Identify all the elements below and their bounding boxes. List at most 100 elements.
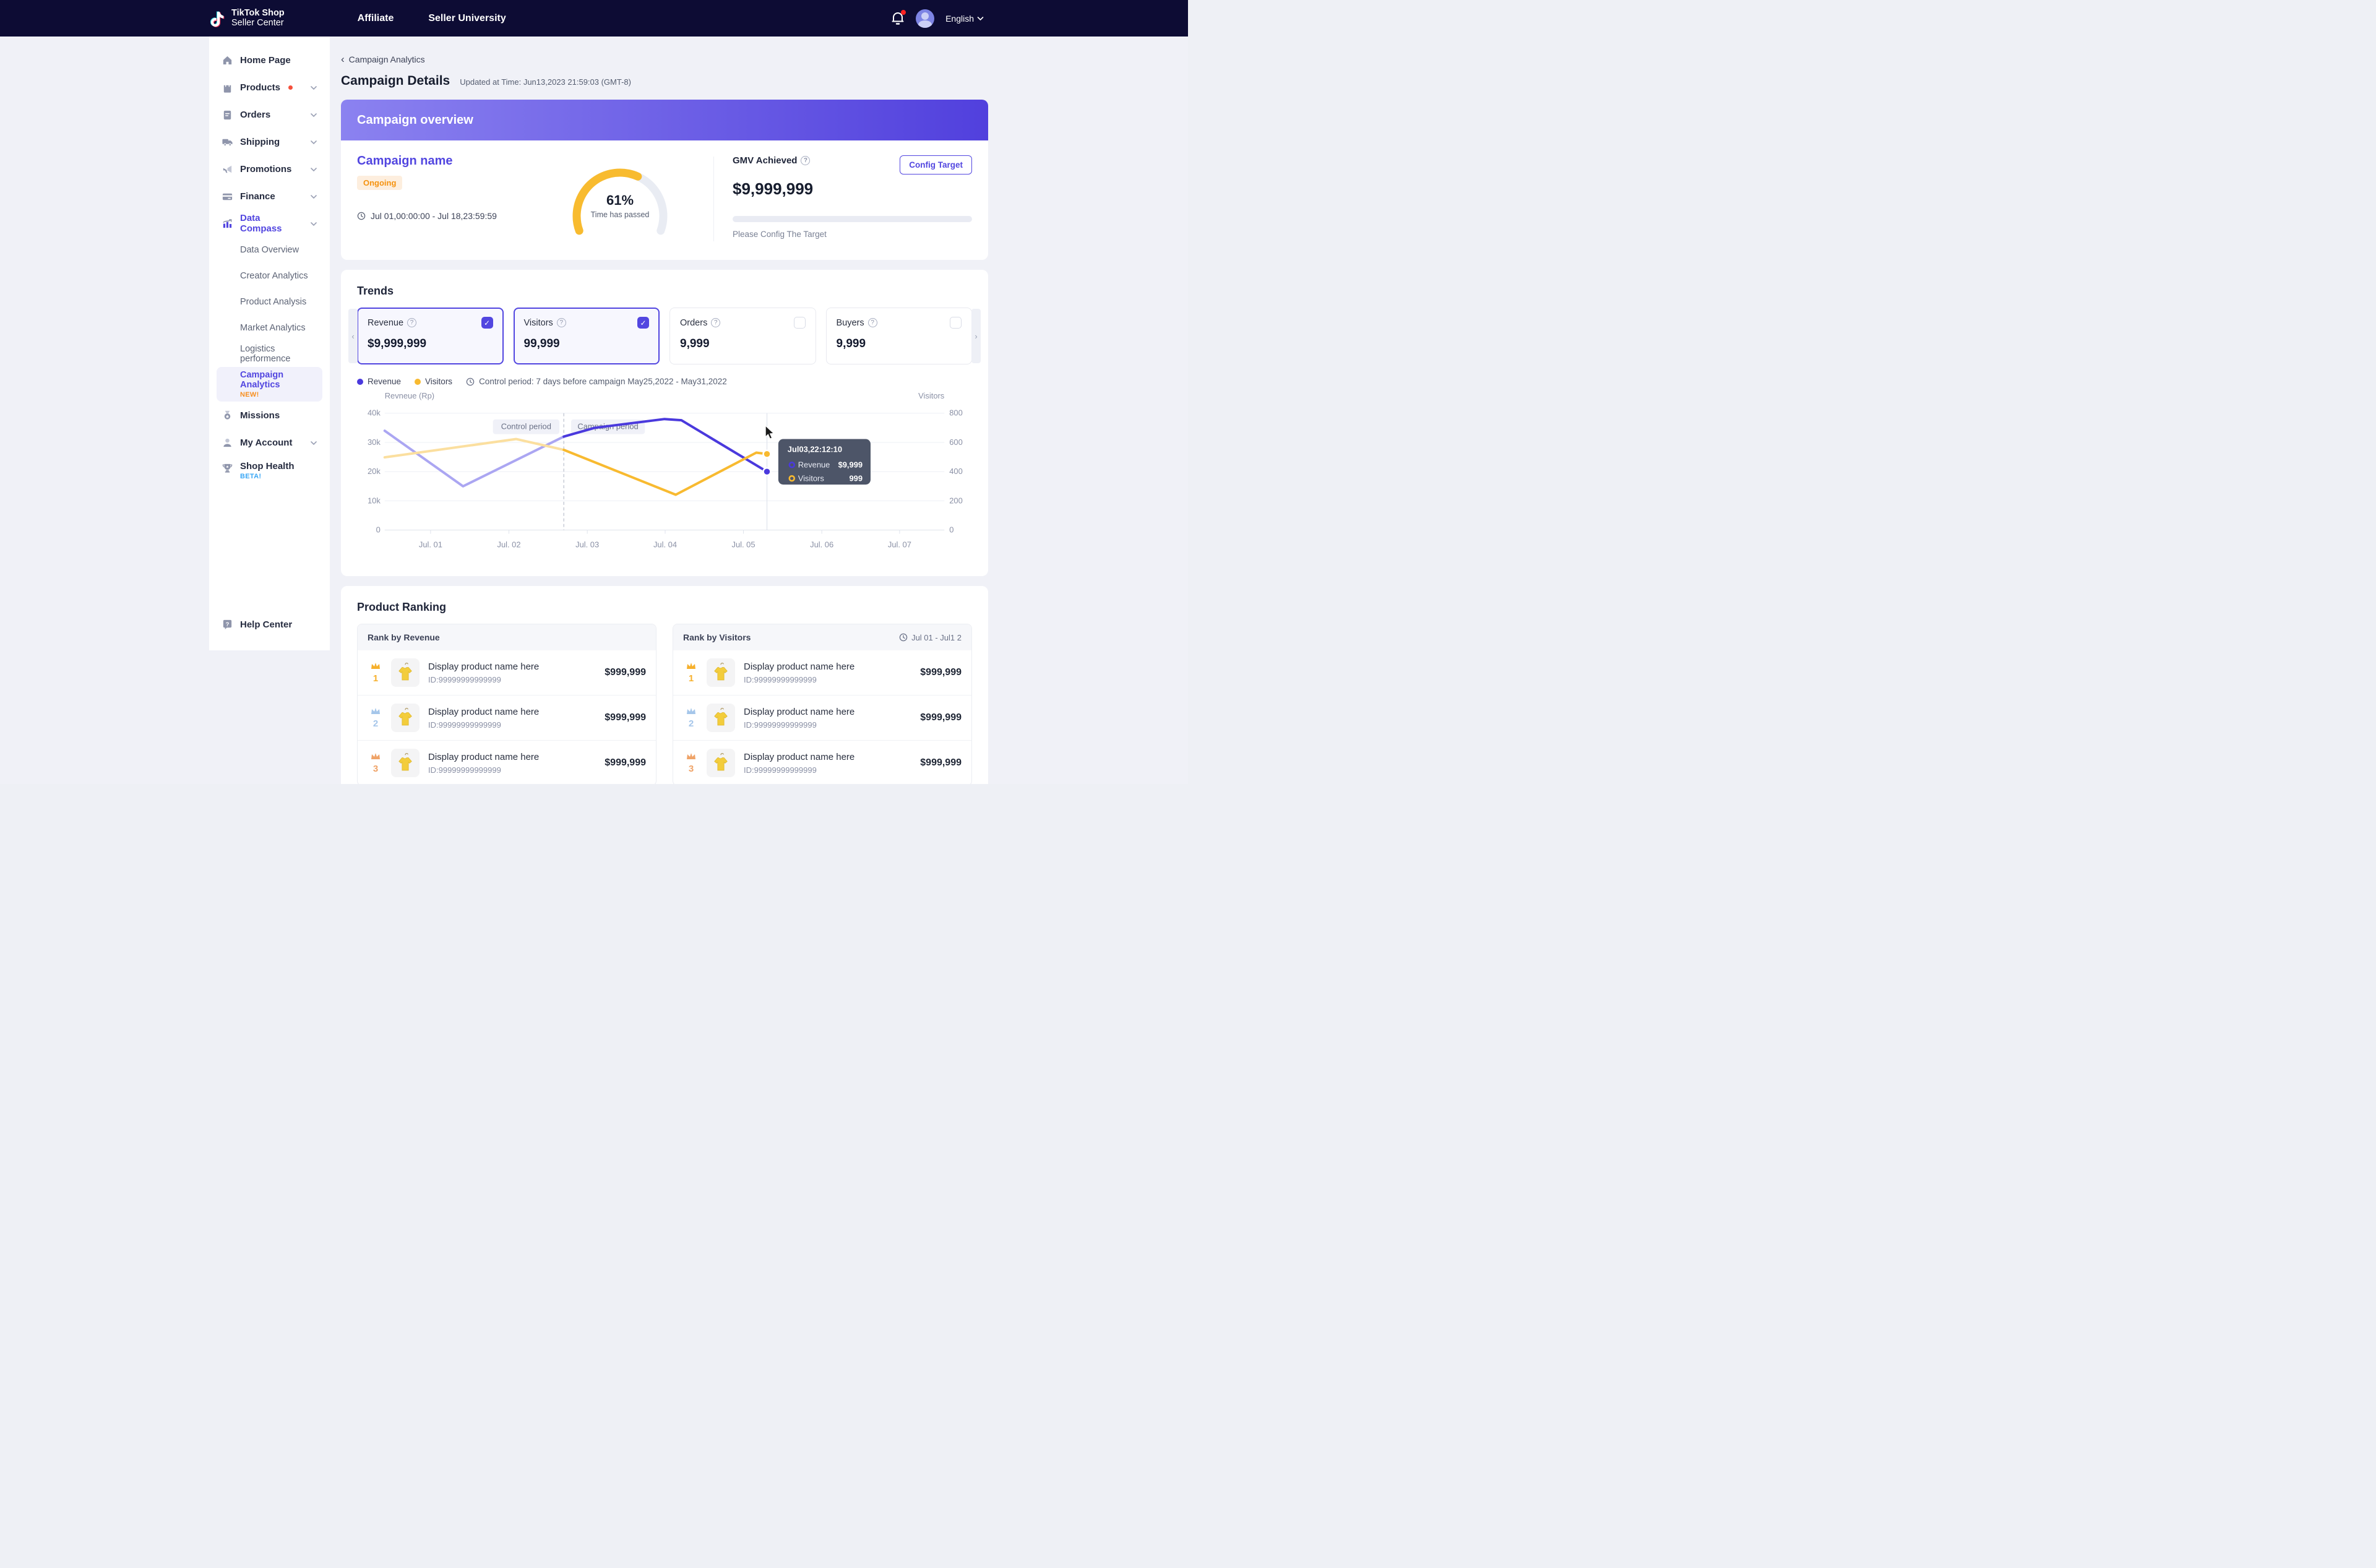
revenue-checkbox[interactable]: ✓ — [481, 317, 493, 329]
gauge-text: 61% Time has passed — [543, 192, 697, 219]
trend-line-chart: Revneue (Rp) Visitors 40k 30k 20 — [368, 391, 963, 549]
metric-value: 9,999 — [836, 337, 866, 350]
product-id: ID:99999999999999 — [744, 765, 817, 775]
sidebar-item-promotions[interactable]: Promotions — [217, 155, 322, 183]
product-name: Display product name here — [744, 661, 855, 672]
sidebar-item-home-page[interactable]: Home Page — [217, 46, 322, 74]
metric-card-buyers[interactable]: Buyers? 9,999 — [825, 308, 972, 364]
metric-card-visitors[interactable]: Visitors? ✓ 99,999 — [513, 308, 660, 364]
rank-3-crown: 3 — [683, 752, 699, 774]
product-name: Display product name here — [428, 661, 540, 672]
sidebar-subitem-logistics-performence[interactable]: Logistics performence — [217, 341, 322, 367]
help-icon[interactable]: ? — [801, 156, 811, 165]
carousel-left-button[interactable]: ‹ — [348, 309, 358, 363]
avatar[interactable] — [916, 9, 935, 28]
product-name: Display product name here — [744, 706, 855, 717]
megaphone-icon — [222, 163, 233, 175]
sidebar-subitem-data-overview[interactable]: Data Overview — [217, 237, 322, 263]
campaign-overview-card: Campaign overview Campaign name Ongoing … — [341, 100, 988, 260]
sidebar-subitem-product-analysis[interactable]: Product Analysis — [217, 289, 322, 315]
sidebar-item-missions[interactable]: Missions — [217, 402, 322, 429]
rank-card-header: Rank by Visitors Jul 01 - Jul1 2 — [673, 624, 971, 651]
legend-label: Revenue — [368, 377, 402, 386]
overview-body: Campaign name Ongoing Jul 01,00:00:00 - … — [341, 140, 988, 260]
table-row[interactable]: 1 Display product name here ID:999999999… — [358, 650, 656, 695]
nav-affiliate[interactable]: Affiliate — [357, 12, 394, 24]
help-icon[interactable]: ? — [711, 318, 721, 327]
gauge-percent: 61% — [606, 192, 634, 208]
product-name: Display product name here — [428, 751, 540, 762]
top-header: TikTok Shop Seller Center Affiliate Sell… — [0, 0, 1188, 37]
mouse-cursor — [765, 424, 775, 440]
chevron-down-icon — [310, 437, 317, 448]
subitem-label: Market Analytics — [240, 323, 306, 333]
svg-text:30k: 30k — [368, 437, 381, 447]
table-row[interactable]: 3 Display product name here ID:999999999… — [358, 740, 656, 784]
sidebar-item-my-account[interactable]: My Account — [217, 429, 322, 456]
svg-text:0: 0 — [376, 525, 381, 535]
products-alert-dot — [288, 85, 293, 90]
visitors-checkbox[interactable]: ✓ — [637, 317, 649, 329]
sidebar-item-data-compass[interactable]: Data Compass — [217, 210, 322, 237]
carousel-right-button[interactable]: › — [971, 309, 981, 363]
notification-dot — [901, 9, 906, 15]
gmv-section: GMV Achieved ? Config Target $9,999,999 … — [733, 154, 972, 244]
metric-label: Buyers — [836, 317, 864, 328]
right-axis-ticks: 800 600 400 200 0 — [949, 408, 963, 535]
help-icon[interactable]: ? — [867, 318, 877, 327]
breadcrumb[interactable]: ‹ Campaign Analytics — [341, 53, 988, 66]
gmv-label: GMV Achieved — [733, 155, 798, 166]
sidebar-item-orders[interactable]: Orders — [217, 101, 322, 128]
sidebar-item-help-center[interactable]: ? Help Center — [217, 611, 322, 638]
campaign-name: Campaign name — [357, 154, 453, 168]
notification-bell-icon[interactable] — [891, 9, 906, 26]
sidebar-subitem-market-analytics[interactable]: Market Analytics — [217, 315, 322, 341]
sidebar-item-shop-health[interactable]: Shop Health BETA! — [217, 456, 322, 491]
date-range-text: Jul 01,00:00:00 - Jul 18,23:59:59 — [371, 211, 497, 221]
trends-card: Trends ‹ Revenue? ✓ $9,999,999 Visitors?… — [341, 270, 988, 577]
legend-visitors: Visitors — [415, 377, 452, 386]
rank-1-crown: 1 — [683, 661, 699, 684]
visitors-endpoint-dot — [762, 449, 772, 459]
language-label: English — [945, 13, 974, 24]
legend-label: Visitors — [425, 377, 453, 386]
sidebar-subitem-campaign-analytics[interactable]: Campaign Analytics NEW! — [217, 367, 322, 402]
help-icon[interactable]: ? — [407, 318, 417, 327]
left-axis-ticks: 40k 30k 20k 10k 0 — [368, 408, 381, 535]
header-actions: English — [891, 9, 984, 28]
table-row[interactable]: 3 Display product name here ID:999999999… — [673, 740, 971, 784]
breadcrumb-label: Campaign Analytics — [348, 54, 425, 64]
product-value: $999,999 — [920, 757, 962, 769]
product-image — [707, 749, 735, 778]
subitem-label: Creator Analytics — [240, 271, 308, 281]
language-selector[interactable]: English — [945, 14, 984, 24]
logo-line2: Seller Center — [231, 17, 284, 28]
person-icon — [222, 437, 233, 449]
clock-icon — [466, 377, 475, 386]
help-icon[interactable]: ? — [556, 318, 566, 327]
orders-checkbox[interactable] — [793, 317, 806, 329]
rank-1-crown: 1 — [368, 661, 384, 684]
metric-card-revenue[interactable]: Revenue? ✓ $9,999,999 — [357, 308, 504, 364]
sidebar-subitem-creator-analytics[interactable]: Creator Analytics — [217, 263, 322, 289]
table-row[interactable]: 2 Display product name here ID:999999999… — [673, 695, 971, 740]
sidebar-item-shipping[interactable]: Shipping — [217, 128, 322, 155]
table-row[interactable]: 2 Display product name here ID:999999999… — [358, 695, 656, 740]
metric-card-orders[interactable]: Orders? 9,999 — [669, 308, 816, 364]
table-row[interactable]: 1 Display product name here ID:999999999… — [673, 650, 971, 695]
metric-label: Orders — [680, 317, 708, 328]
buyers-checkbox[interactable] — [950, 317, 962, 329]
metric-card-row: ‹ Revenue? ✓ $9,999,999 Visitors? ✓ 99,9… — [348, 308, 981, 364]
svg-text:Jul. 01: Jul. 01 — [419, 540, 442, 549]
nav-seller-university[interactable]: Seller University — [428, 12, 506, 24]
tiktok-logo[interactable]: TikTok Shop Seller Center — [209, 8, 285, 28]
gauge-caption: Time has passed — [590, 210, 650, 219]
product-ranking-card: Product Ranking Rank by Revenue 1 — [341, 586, 988, 784]
config-target-button[interactable]: Config Target — [900, 155, 972, 174]
sidebar-item-products[interactable]: Products — [217, 74, 322, 101]
sidebar-item-finance[interactable]: Finance — [217, 183, 322, 210]
x-axis-labels: Jul. 01 Jul. 02 Jul. 03 Jul. 04 Jul. 05 … — [419, 540, 911, 549]
product-id: ID:99999999999999 — [428, 765, 501, 775]
subitem-label: Data Overview — [240, 245, 299, 255]
svg-text:Control period: Control period — [501, 422, 551, 431]
